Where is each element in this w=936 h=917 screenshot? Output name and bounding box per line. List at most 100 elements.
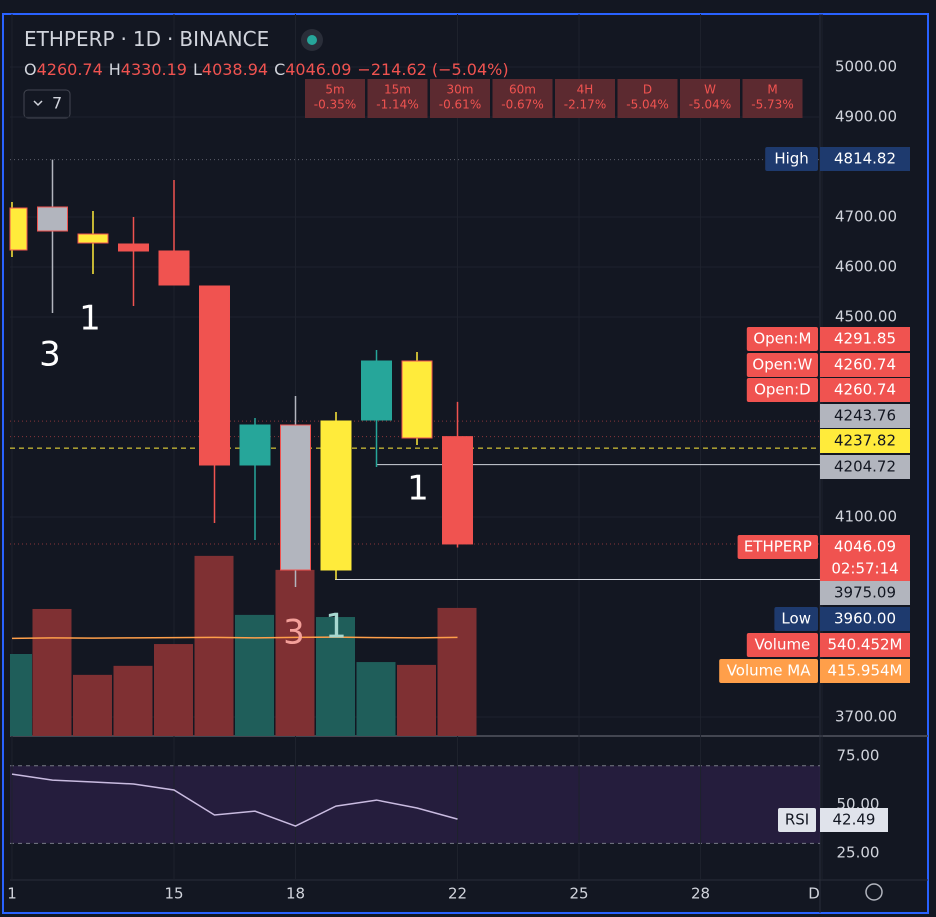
price-tag-value: 4204.72 <box>834 458 896 476</box>
performance-period: D <box>643 83 652 97</box>
y-tick-label: 4900.00 <box>835 108 897 126</box>
ohlc-key: O <box>24 60 37 79</box>
ohlc-value: 4046.09 <box>285 60 351 79</box>
performance-change: -0.67% <box>501 98 543 112</box>
price-tag-value: 4046.09 <box>834 538 896 556</box>
ohlc-value: 4038.94 <box>202 60 268 79</box>
price-tag-value: 4814.82 <box>834 150 896 168</box>
price-tag-bg <box>820 327 910 351</box>
volume-bar <box>72 674 112 736</box>
price-tag-value: 4260.74 <box>834 381 896 399</box>
ohlc-change: −214.62 (−5.04%) <box>357 60 508 79</box>
symbol-header: ETHPERP · 1D · BINANCE <box>24 27 269 51</box>
ohlc-header: O4260.74 H4330.19 L4038.94 C4046.09 −214.62 … <box>24 60 509 79</box>
volume-bar <box>397 664 437 736</box>
price-tag-value: 4291.85 <box>834 330 896 348</box>
price-tag-name-bg <box>737 535 818 559</box>
candle-body <box>442 436 474 545</box>
ohlc-key: L <box>193 60 202 79</box>
performance-cell <box>430 79 490 118</box>
candle-body <box>239 424 271 466</box>
price-tag-bg <box>820 659 910 683</box>
volume-bar <box>153 644 193 736</box>
ohlc-value: 4260.74 <box>37 60 103 79</box>
candle-body <box>77 233 109 244</box>
volume-bar <box>437 607 477 736</box>
y-tick-label: 4500.00 <box>835 308 897 326</box>
price-tag-name-bg <box>765 147 818 171</box>
annotation: 1 <box>325 607 347 647</box>
price-tag-name: Open:M <box>753 330 811 348</box>
candle-body <box>320 420 352 571</box>
price-tag-bg <box>820 353 910 377</box>
settings-icon[interactable] <box>865 883 883 901</box>
separator: · <box>121 27 127 51</box>
price-tag-bg <box>820 455 910 479</box>
performance-cell <box>680 79 740 118</box>
candle-body <box>280 424 312 571</box>
candle-body <box>117 243 149 252</box>
price-tag-bg <box>820 378 910 402</box>
rsi-tag-bg <box>820 808 888 832</box>
volume-bar <box>234 614 274 736</box>
separator: · <box>167 27 173 51</box>
price-tag-value: 4260.74 <box>834 356 896 374</box>
y-tick-label: 4100.00 <box>835 508 897 526</box>
x-tick-label: 15 <box>164 885 183 903</box>
candle-body <box>401 360 433 439</box>
performance-period: 4H <box>577 83 594 97</box>
performance-cell <box>367 79 428 118</box>
performance-cell <box>305 79 365 118</box>
volume-bar <box>113 665 153 736</box>
price-tag-value: 3960.00 <box>834 610 896 628</box>
candle-body <box>36 206 68 232</box>
price-tag-value: 4237.82 <box>834 432 896 450</box>
price-tag-name: Volume MA <box>727 662 811 680</box>
performance-period: 15m <box>384 83 411 97</box>
volume-ma-line <box>11 636 458 640</box>
header-symbol: ETHPERP <box>24 27 115 51</box>
price-tag-name: Open:D <box>754 381 811 399</box>
price-tag-name: ETHPERP <box>744 538 812 556</box>
volume-bar <box>10 653 32 736</box>
performance-change: -1.14% <box>376 98 418 112</box>
candle-body <box>198 285 230 466</box>
performance-change: -5.04% <box>626 98 668 112</box>
price-tag-name-bg <box>774 607 818 631</box>
rsi-tag-value: 42.49 <box>833 811 876 829</box>
indicator-toggle[interactable] <box>23 89 71 119</box>
y-tick-label: 4600.00 <box>835 258 897 276</box>
price-tag-name-bg <box>746 327 818 351</box>
rsi-band <box>10 765 820 844</box>
price-tag-bg <box>820 633 910 657</box>
ohlc-key: C <box>274 60 285 79</box>
price-tag-name-bg <box>719 659 818 683</box>
performance-period: 30m <box>447 83 474 97</box>
annotation: 3 <box>283 613 305 653</box>
rsi-tag-name: RSI <box>785 811 809 829</box>
header-exchange: BINANCE <box>179 27 269 51</box>
volume-bar <box>356 662 396 736</box>
performance-period: 60m <box>509 83 536 97</box>
x-tick-label: 18 <box>286 885 305 903</box>
ohlc-value: 4330.19 <box>121 60 187 79</box>
x-tick-label: 25 <box>569 885 588 903</box>
price-tag-name: High <box>774 150 808 168</box>
candle-body <box>158 250 190 286</box>
frame <box>2 13 929 914</box>
price-tag-bg <box>820 535 910 581</box>
volume-bar <box>275 569 315 736</box>
price-tag-bg <box>820 429 910 453</box>
price-tag-bg <box>820 404 910 428</box>
price-tag-bg <box>820 607 910 631</box>
candle-body <box>9 207 28 251</box>
ohlc-key: H <box>109 60 121 79</box>
annotation: 3 <box>39 335 61 375</box>
price-tag-name: Open:W <box>752 356 812 374</box>
x-tick-label: 1 <box>7 885 17 903</box>
price-tag-countdown: 02:57:14 <box>831 560 898 578</box>
volume-bar <box>194 555 234 736</box>
annotation: 1 <box>79 299 101 339</box>
performance-period: 5m <box>325 83 344 97</box>
price-tag-value: 540.452M <box>828 636 903 654</box>
